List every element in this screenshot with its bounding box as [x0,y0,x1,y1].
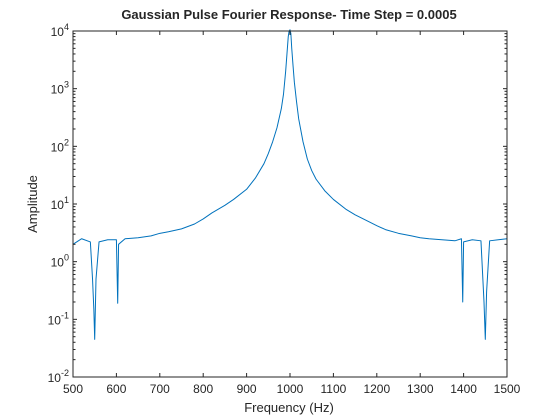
series-layer [72,29,508,340]
x-tick-label: 1000 [277,382,304,396]
y-tick-label: 104 [51,22,69,39]
y-tick-label: 10-2 [48,368,69,385]
y-tick-label: 102 [51,137,69,154]
x-tick-label: 1300 [407,382,434,396]
y-tick-label: 101 [51,195,69,212]
x-tick-label: 800 [193,382,213,396]
x-tick-label: 700 [150,382,170,396]
x-tick-label: 900 [237,382,257,396]
series-line-0 [72,29,508,340]
x-axis-label: Frequency (Hz) [244,400,334,415]
x-tick-label: 600 [106,382,126,396]
x-tick-label: 1400 [450,382,477,396]
x-tick-label: 500 [63,382,83,396]
y-tick-label: 100 [51,253,69,270]
y-tick-label: 103 [51,80,69,97]
y-ticks: 10-2 10-1 100 101 102 103 104 [48,22,507,385]
x-tick-label: 1200 [363,382,390,396]
x-ticks: 500 600 700 800 900 1000 1100 1200 1300 1400 1500 [63,31,521,396]
x-tick-label: 1500 [494,382,521,396]
y-tick-label: 10-1 [48,310,69,327]
plot-area [72,30,508,378]
y-axis-label: Amplitude [25,175,40,233]
chart-title: Gaussian Pulse Fourier Response- Time St… [121,7,456,22]
x-tick-label: 1100 [320,382,346,396]
